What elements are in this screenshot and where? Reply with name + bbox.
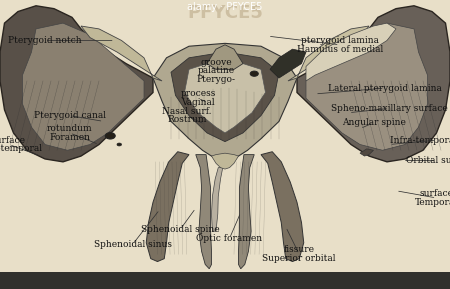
Polygon shape xyxy=(306,23,427,150)
Text: Foramen: Foramen xyxy=(49,133,90,142)
Polygon shape xyxy=(212,168,223,231)
Polygon shape xyxy=(270,49,306,78)
Polygon shape xyxy=(184,58,266,133)
Polygon shape xyxy=(212,153,239,169)
Text: Rostrum: Rostrum xyxy=(167,115,207,125)
Polygon shape xyxy=(288,26,369,81)
Polygon shape xyxy=(297,6,450,162)
Text: Sphenoidal sinus: Sphenoidal sinus xyxy=(94,240,172,249)
Text: Pterygoid notch: Pterygoid notch xyxy=(8,36,82,45)
Text: Spheno-maxillary surface: Spheno-maxillary surface xyxy=(331,104,448,113)
Polygon shape xyxy=(22,23,144,150)
Text: surface: surface xyxy=(0,136,26,145)
Text: Orbital surfa.: Orbital surfa. xyxy=(406,156,450,165)
Text: Temporal: Temporal xyxy=(415,198,450,207)
Polygon shape xyxy=(360,149,373,156)
Polygon shape xyxy=(146,152,189,262)
Text: Nasal surf.: Nasal surf. xyxy=(162,107,212,116)
Text: palatine: palatine xyxy=(198,66,234,75)
Ellipse shape xyxy=(105,133,115,139)
Text: Pterygo-: Pterygo- xyxy=(197,75,235,84)
Ellipse shape xyxy=(250,71,258,76)
Text: Vaginal: Vaginal xyxy=(181,98,215,107)
Bar xyxy=(0,272,450,289)
Text: Superior orbital: Superior orbital xyxy=(262,254,336,263)
Text: rotundum: rotundum xyxy=(47,124,93,133)
Polygon shape xyxy=(153,43,297,165)
Text: groove: groove xyxy=(200,58,232,67)
Text: surface: surface xyxy=(419,189,450,198)
Text: fissure: fissure xyxy=(284,245,315,255)
Text: Angular spine: Angular spine xyxy=(342,118,405,127)
Text: Sphenoidal spine: Sphenoidal spine xyxy=(141,225,219,234)
Text: alamy · PFYCE5: alamy · PFYCE5 xyxy=(187,2,263,12)
Polygon shape xyxy=(0,6,153,162)
Text: Optic foramen: Optic foramen xyxy=(197,234,262,243)
Text: Infra-temporal cres.: Infra-temporal cres. xyxy=(391,136,450,145)
Polygon shape xyxy=(171,52,279,142)
Text: Infra-temporal: Infra-temporal xyxy=(0,144,42,153)
Text: process: process xyxy=(180,89,216,99)
Polygon shape xyxy=(306,23,396,81)
Text: Lateral pterygoid lamina: Lateral pterygoid lamina xyxy=(328,84,442,93)
Polygon shape xyxy=(207,45,243,69)
Text: Hamulus of medial: Hamulus of medial xyxy=(297,45,383,54)
Text: Pterygoid canal: Pterygoid canal xyxy=(34,111,106,120)
Polygon shape xyxy=(196,155,212,269)
Text: pterygoid lamina: pterygoid lamina xyxy=(301,36,379,45)
Polygon shape xyxy=(81,26,162,81)
Text: PFYCE5: PFYCE5 xyxy=(187,4,263,22)
Polygon shape xyxy=(261,152,304,262)
Ellipse shape xyxy=(117,143,122,146)
Polygon shape xyxy=(238,155,254,269)
